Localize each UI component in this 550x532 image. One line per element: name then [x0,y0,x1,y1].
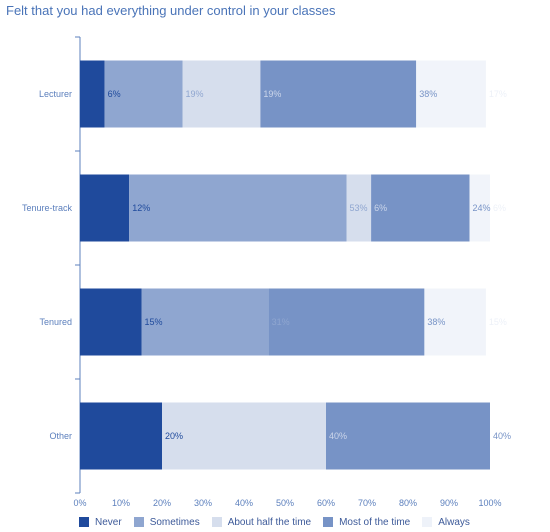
bar-segment [141,288,269,356]
category-label: Tenured [39,317,72,327]
legend-swatch [79,517,89,527]
legend-swatch [323,517,334,527]
bar-segment [104,60,183,128]
category-label: Other [49,431,72,441]
category-label: Tenure-track [22,203,73,213]
legend-item: Sometimes [133,516,200,528]
data-label: 24% [473,203,491,213]
data-label: 15% [145,317,163,327]
bar-segment [129,174,347,242]
bar-segment [326,402,490,470]
legend-swatch [133,517,144,527]
bars-group [80,60,490,470]
bar-segment [80,174,130,242]
bar-segment [469,174,490,242]
data-label: 40% [493,431,511,441]
bar-segment [162,402,326,470]
bar-segment [424,288,486,356]
data-label: 19% [186,89,204,99]
x-tick-label: 60% [317,498,335,508]
bar-segment [346,174,372,242]
data-label: 19% [263,89,281,99]
data-label: 20% [165,431,183,441]
legend-label: Never [95,516,122,528]
legend-label: Sometimes [149,516,200,528]
legend-label: Always [438,516,470,528]
bar-segment [80,402,162,470]
x-tick-label: 10% [112,498,130,508]
x-ticks-group: 0% 10% 20% 30% 40% 50% 60% 70% 80% 90% 100% [73,498,501,508]
legend-swatch [422,517,433,527]
data-label: 6% [493,203,506,213]
legend-label: About half the time [227,516,312,528]
bar-segment [371,174,470,242]
legend-label: Most of the time [339,516,411,528]
data-label: 38% [419,89,437,99]
x-tick-label: 90% [440,498,458,508]
bar-segment [80,288,142,356]
data-label: 53% [350,203,368,213]
x-tick-label: 50% [276,498,294,508]
x-tick-label: 70% [358,498,376,508]
x-tick-label: 80% [399,498,417,508]
data-labels-group: 6% 19% 19% 38% 17%12% 53% 6% 24% 6%15% 31% 38% 15%2… [108,89,511,441]
legend-item: About half the time [211,516,312,528]
legend-item: Most of the time [323,517,410,528]
data-label: 17% [489,89,507,99]
bar-segment [268,288,425,356]
legend: Never Sometimes About half the time Most of… [79,514,482,530]
bar-segment [80,60,105,128]
data-label: 31% [272,317,290,327]
legend-item: Never [79,517,122,528]
data-label: 6% [374,203,387,213]
x-tick-label: 30% [194,498,212,508]
bar-segment [416,60,486,128]
x-tick-label: 0% [73,498,86,508]
bar-segment [182,60,261,128]
chart-title: Felt that you had everything under contr… [6,3,336,18]
data-label: 38% [427,317,445,327]
category-label: Lecturer [39,89,72,99]
legend-item: Always [422,517,470,528]
x-tick-label: 40% [235,498,253,508]
legend-swatch [211,517,222,527]
x-tick-label: 100% [478,498,501,508]
x-tick-label: 20% [153,498,171,508]
bar-segment [260,60,417,128]
category-labels-group: Lecturer Tenure-track Tenured Other [22,89,73,441]
data-label: 40% [329,431,347,441]
data-label: 6% [108,89,121,99]
data-label: 15% [489,317,507,327]
data-label: 12% [132,203,150,213]
